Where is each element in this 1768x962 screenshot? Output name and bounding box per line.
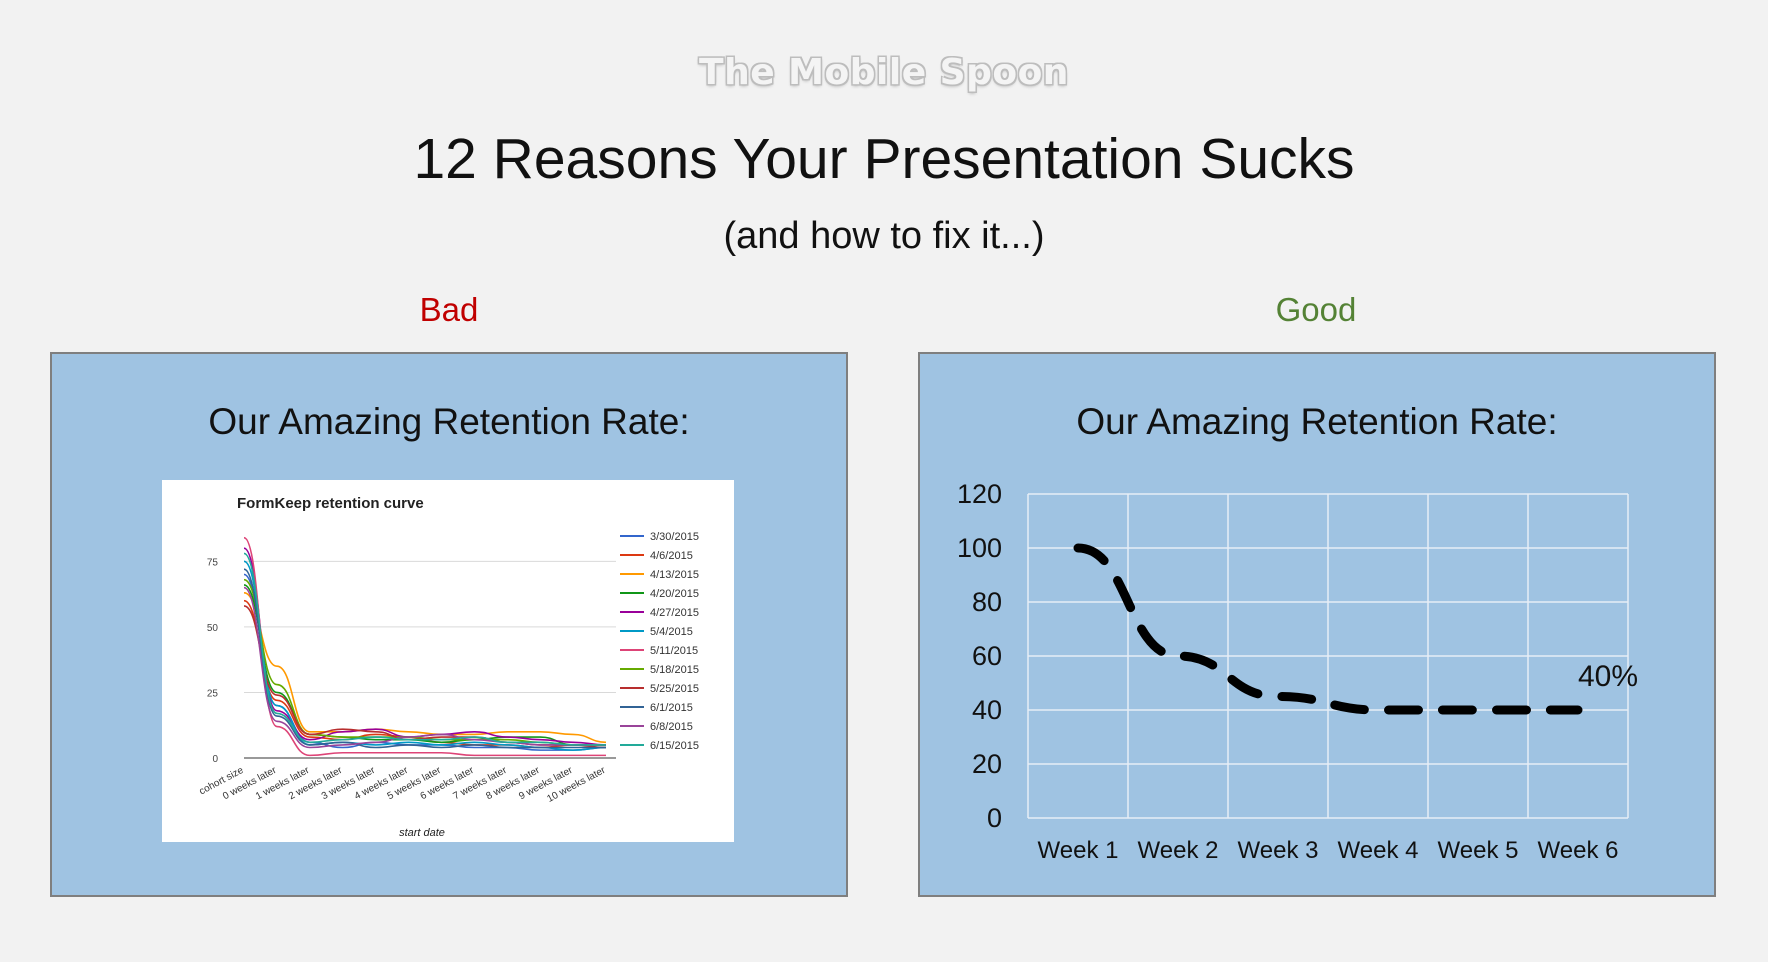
good-ytick-label: 60	[972, 641, 1002, 671]
slide-subtitle: (and how to fix it...)	[723, 215, 1045, 257]
bad-label: Bad	[419, 291, 479, 328]
good-ytick-label: 20	[972, 749, 1002, 779]
good-ytick-label: 40	[972, 695, 1002, 725]
bad-example-panel: Our Amazing Retention Rate: FormKeep ret…	[50, 352, 848, 897]
good-xtick-label: Week 4	[1338, 837, 1419, 864]
bad-ytick-label: 50	[207, 623, 219, 634]
good-retention-chart: 0 20 40 60 80 100 120 Week 1 Week 2 Week 3 Week 4 W…	[957, 479, 1638, 864]
bad-legend-label: 4/20/2015	[650, 588, 699, 600]
bad-ytick-label: 25	[207, 688, 219, 699]
bad-ytick-label: 0	[212, 754, 218, 765]
bad-legend-label: 6/8/2015	[650, 721, 693, 733]
good-series-line	[1073, 543, 1583, 715]
bad-series-line	[243, 552, 606, 746]
bad-panel-title: Our Amazing Retention Rate:	[208, 401, 690, 442]
good-ytick-label: 0	[987, 803, 1002, 833]
bad-legend-label: 6/1/2015	[650, 702, 693, 714]
good-chart-annotation: 40%	[1578, 660, 1638, 693]
good-ytick-label: 100	[957, 533, 1002, 563]
bad-legend-label: 5/25/2015	[650, 683, 699, 695]
good-label: Good	[1275, 291, 1357, 328]
brand-watermark: The Mobile Spoon	[699, 52, 1069, 93]
bad-legend-label: 6/15/2015	[650, 740, 699, 752]
bad-series-line	[243, 586, 606, 749]
good-ytick-label: 80	[972, 587, 1002, 617]
good-xtick-label: Week 3	[1238, 837, 1319, 864]
good-ytick-label: 120	[957, 479, 1002, 509]
good-xtick-label: Week 5	[1438, 837, 1519, 864]
bad-ytick-label: 75	[207, 557, 219, 568]
good-xtick-label: Week 6	[1538, 837, 1619, 864]
bad-series-line	[243, 578, 606, 746]
bad-series-line	[243, 536, 606, 757]
bad-legend-label: 5/11/2015	[650, 645, 698, 657]
bad-legend-label: 5/18/2015	[650, 664, 699, 676]
bad-chart-title: FormKeep retention curve	[237, 495, 424, 512]
bad-retention-chart: FormKeep retention curve start date 0 25 5…	[198, 495, 699, 839]
bad-legend-label: 3/30/2015	[650, 531, 699, 543]
bad-series-line	[243, 568, 606, 749]
bad-series-line	[243, 592, 607, 744]
bad-legend-label: 4/13/2015	[650, 569, 699, 581]
bad-legend-label: 4/27/2015	[650, 607, 699, 619]
bad-legend-label: 4/6/2015	[650, 550, 693, 562]
bad-chart-xlabel: start date	[399, 827, 445, 839]
bad-chart-card: FormKeep retention curve start date 0 25 5…	[162, 480, 734, 842]
slide-title: 12 Reasons Your Presentation Sucks	[413, 127, 1355, 191]
good-panel-title: Our Amazing Retention Rate:	[1076, 401, 1558, 442]
good-example-panel: Our Amazing Retention Rate: 0 20 40 60 80 100…	[918, 352, 1716, 897]
good-xtick-label: Week 1	[1038, 837, 1119, 864]
good-xtick-label: Week 2	[1138, 837, 1219, 864]
bad-legend-label: 5/4/2015	[650, 626, 693, 638]
